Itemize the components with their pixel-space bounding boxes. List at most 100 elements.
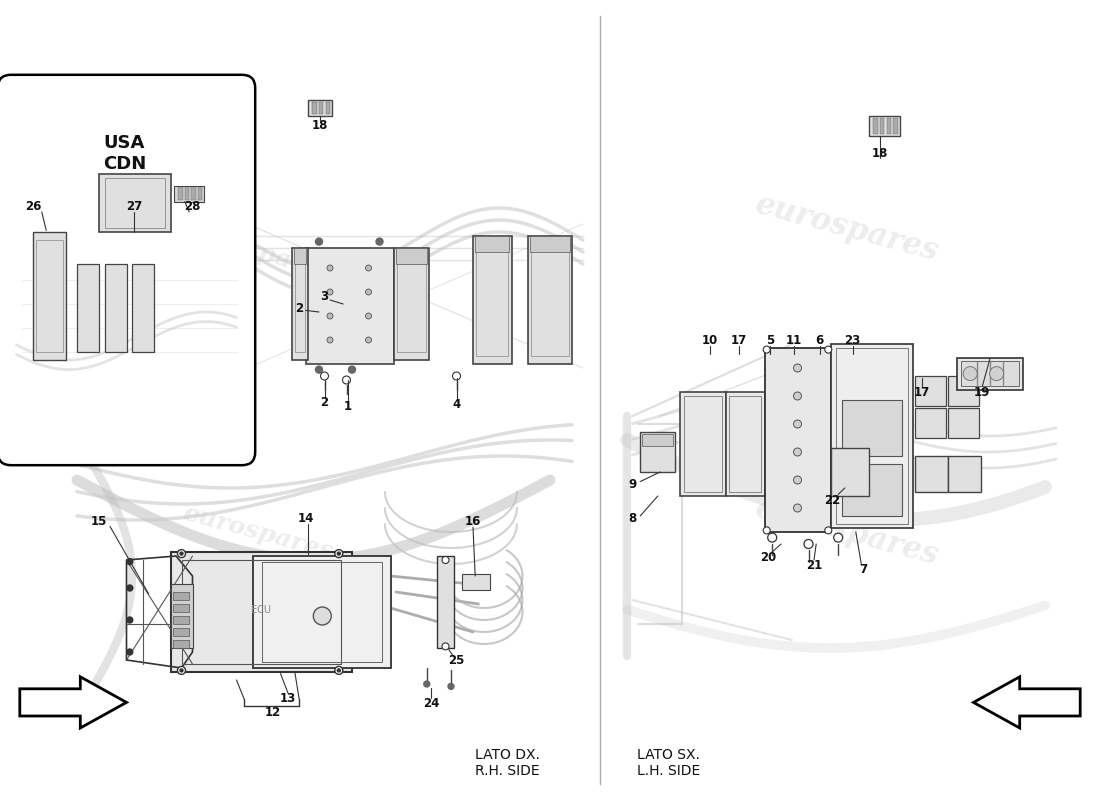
Circle shape <box>793 364 802 372</box>
Bar <box>292 248 308 360</box>
Text: 2: 2 <box>295 302 304 314</box>
Bar <box>294 248 306 264</box>
Bar <box>397 256 426 352</box>
Bar <box>961 361 1019 386</box>
Text: 20: 20 <box>760 551 775 564</box>
Bar <box>77 264 99 352</box>
Bar <box>915 456 948 492</box>
Bar <box>830 344 913 528</box>
Bar <box>185 187 189 200</box>
Bar <box>873 118 878 134</box>
Circle shape <box>448 683 454 690</box>
Bar <box>132 264 154 352</box>
Polygon shape <box>974 677 1080 728</box>
Text: 23: 23 <box>845 334 860 346</box>
Text: 17: 17 <box>914 386 929 398</box>
Circle shape <box>177 666 186 674</box>
Circle shape <box>834 533 843 542</box>
Text: eurospares: eurospares <box>751 493 943 571</box>
Circle shape <box>338 552 340 555</box>
Text: 27: 27 <box>126 200 142 213</box>
Circle shape <box>349 366 355 373</box>
Text: 12: 12 <box>265 706 280 718</box>
Bar <box>262 562 382 662</box>
Bar <box>174 186 204 202</box>
Text: 26: 26 <box>25 200 41 213</box>
Text: 19: 19 <box>975 386 990 398</box>
Circle shape <box>793 392 802 400</box>
Text: 18: 18 <box>312 119 328 132</box>
Bar <box>295 256 305 352</box>
Text: 11: 11 <box>786 334 802 346</box>
Bar <box>915 376 946 406</box>
Circle shape <box>763 527 770 534</box>
Bar <box>437 556 454 648</box>
Bar <box>473 236 512 364</box>
Circle shape <box>793 448 802 456</box>
Bar <box>312 102 317 114</box>
Bar <box>836 348 908 524</box>
Circle shape <box>804 539 813 549</box>
Bar <box>308 100 332 116</box>
Text: LATO SX.
L.H. SIDE: LATO SX. L.H. SIDE <box>637 748 701 778</box>
Circle shape <box>126 558 133 565</box>
Bar <box>178 187 183 200</box>
Circle shape <box>763 346 770 353</box>
Circle shape <box>327 289 333 295</box>
Circle shape <box>365 337 372 343</box>
Circle shape <box>793 504 802 512</box>
Text: USA
CDN: USA CDN <box>102 134 146 173</box>
Circle shape <box>768 533 777 542</box>
Bar <box>729 396 761 492</box>
Bar <box>462 574 490 590</box>
Text: 25: 25 <box>449 654 464 666</box>
Text: 8: 8 <box>628 512 637 525</box>
Circle shape <box>990 366 1003 381</box>
Circle shape <box>825 527 832 534</box>
Bar <box>880 118 884 134</box>
Bar <box>957 358 1023 390</box>
Bar <box>173 592 189 600</box>
Bar <box>306 248 394 364</box>
Text: 3: 3 <box>320 290 329 302</box>
Circle shape <box>320 372 329 380</box>
Circle shape <box>442 557 449 563</box>
Text: 17: 17 <box>732 334 747 346</box>
Circle shape <box>327 265 333 271</box>
Bar <box>170 552 352 672</box>
Circle shape <box>180 669 183 672</box>
Circle shape <box>180 552 183 555</box>
Circle shape <box>342 376 351 384</box>
Circle shape <box>338 669 340 672</box>
Circle shape <box>964 366 977 381</box>
Circle shape <box>793 420 802 428</box>
Circle shape <box>177 550 186 558</box>
Bar <box>326 102 330 114</box>
Circle shape <box>126 649 133 655</box>
Circle shape <box>327 337 333 343</box>
Circle shape <box>424 681 430 687</box>
Text: 4: 4 <box>452 398 461 410</box>
Bar <box>726 392 764 496</box>
Bar <box>170 584 192 648</box>
Text: 1: 1 <box>343 400 352 413</box>
Bar <box>182 560 341 664</box>
Bar <box>36 240 63 352</box>
Bar <box>173 616 189 624</box>
Bar <box>528 236 572 364</box>
Bar <box>948 408 979 438</box>
Text: 22: 22 <box>825 494 840 506</box>
Bar <box>830 448 869 496</box>
Bar <box>948 456 981 492</box>
FancyBboxPatch shape <box>0 75 255 466</box>
Text: 10: 10 <box>702 334 717 346</box>
Circle shape <box>793 476 802 484</box>
Circle shape <box>126 585 133 591</box>
Text: 21: 21 <box>806 559 822 572</box>
Circle shape <box>316 238 322 245</box>
Bar <box>104 264 126 352</box>
Text: 2: 2 <box>320 396 329 409</box>
Bar <box>33 232 66 360</box>
Text: 24: 24 <box>424 697 439 710</box>
Bar <box>642 434 673 446</box>
